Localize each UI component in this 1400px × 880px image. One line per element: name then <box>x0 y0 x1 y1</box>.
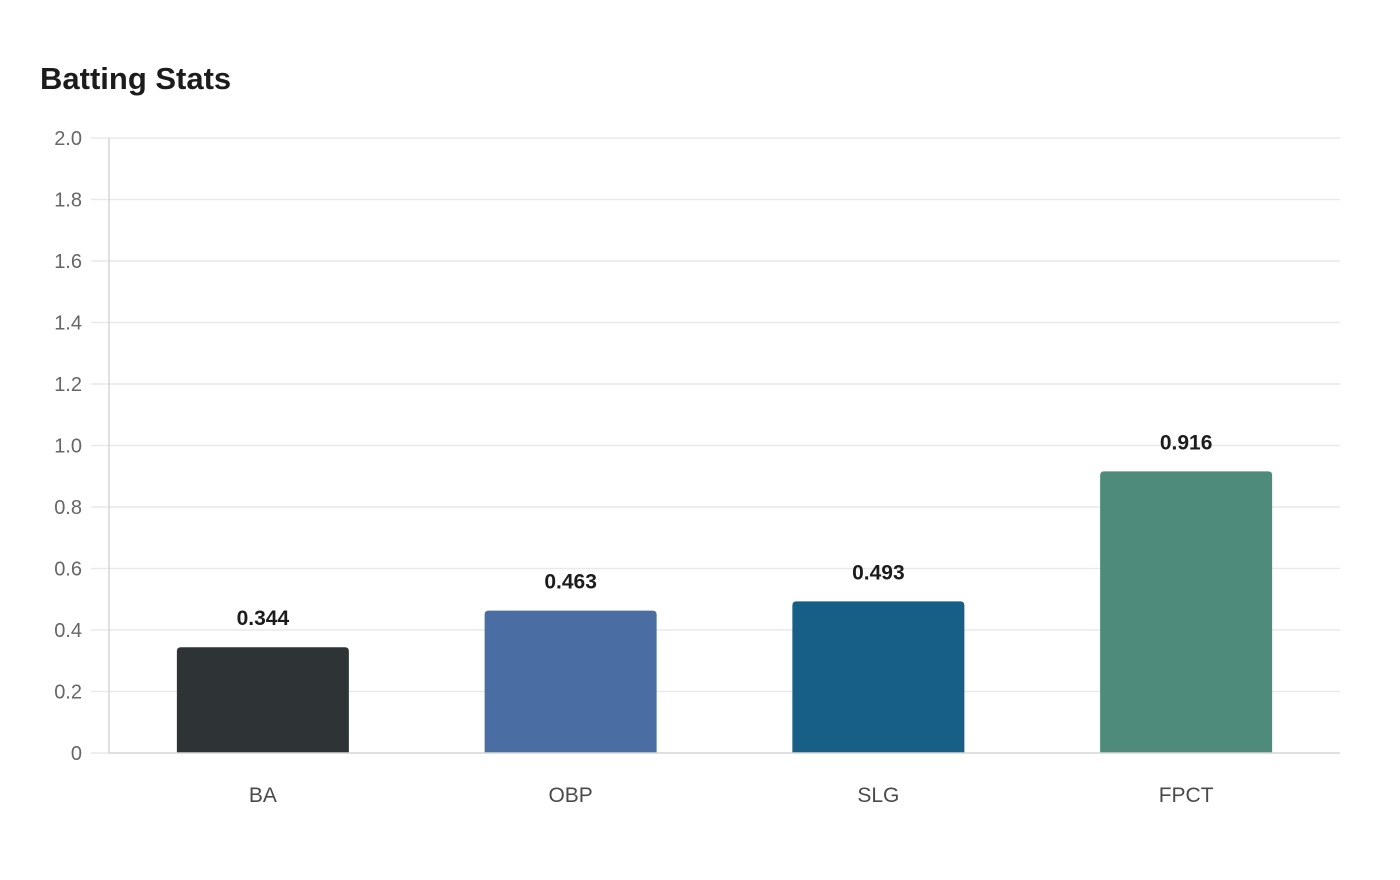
data-label-fpct: 0.916 <box>1160 431 1213 454</box>
bar-slg <box>792 601 965 753</box>
bars <box>176 471 1273 753</box>
y-tick-label: 1.8 <box>54 190 82 212</box>
x-tick-label-ba: BA <box>249 784 277 807</box>
x-axis-ticks: BA OBP SLG FPCT <box>249 784 1214 807</box>
data-label-slg: 0.493 <box>852 561 905 584</box>
y-tick-label: 1.4 <box>54 313 82 335</box>
x-tick-label-slg: SLG <box>857 784 899 807</box>
y-tick-label: 2.0 <box>54 128 82 150</box>
y-tick-label: 0.8 <box>54 497 82 519</box>
data-label-obp: 0.463 <box>544 571 597 594</box>
y-tick-label: 1.0 <box>54 436 82 458</box>
data-labels: 0.344 0.463 0.493 0.916 <box>237 431 1213 630</box>
gridlines <box>109 137 1340 693</box>
bar-obp <box>484 610 657 753</box>
y-tick-label: 0.4 <box>54 620 82 642</box>
y-tick-label: 1.2 <box>54 374 82 396</box>
chart-title: Batting Stats <box>40 61 232 96</box>
y-tick-label: 0.2 <box>54 682 82 704</box>
bar-ba <box>176 647 349 753</box>
bar-fpct <box>1100 471 1273 753</box>
x-tick-label-obp: OBP <box>548 784 592 807</box>
y-axis-ticks: 0 0.2 0.4 0.6 0.8 1.0 1.2 1.4 1.6 1.8 2.0 <box>54 128 109 765</box>
data-label-ba: 0.344 <box>237 607 290 630</box>
y-tick-label: 0.6 <box>54 559 82 581</box>
y-tick-label: 0 <box>71 743 82 765</box>
y-tick-label: 1.6 <box>54 251 82 273</box>
x-tick-label-fpct: FPCT <box>1159 784 1214 807</box>
